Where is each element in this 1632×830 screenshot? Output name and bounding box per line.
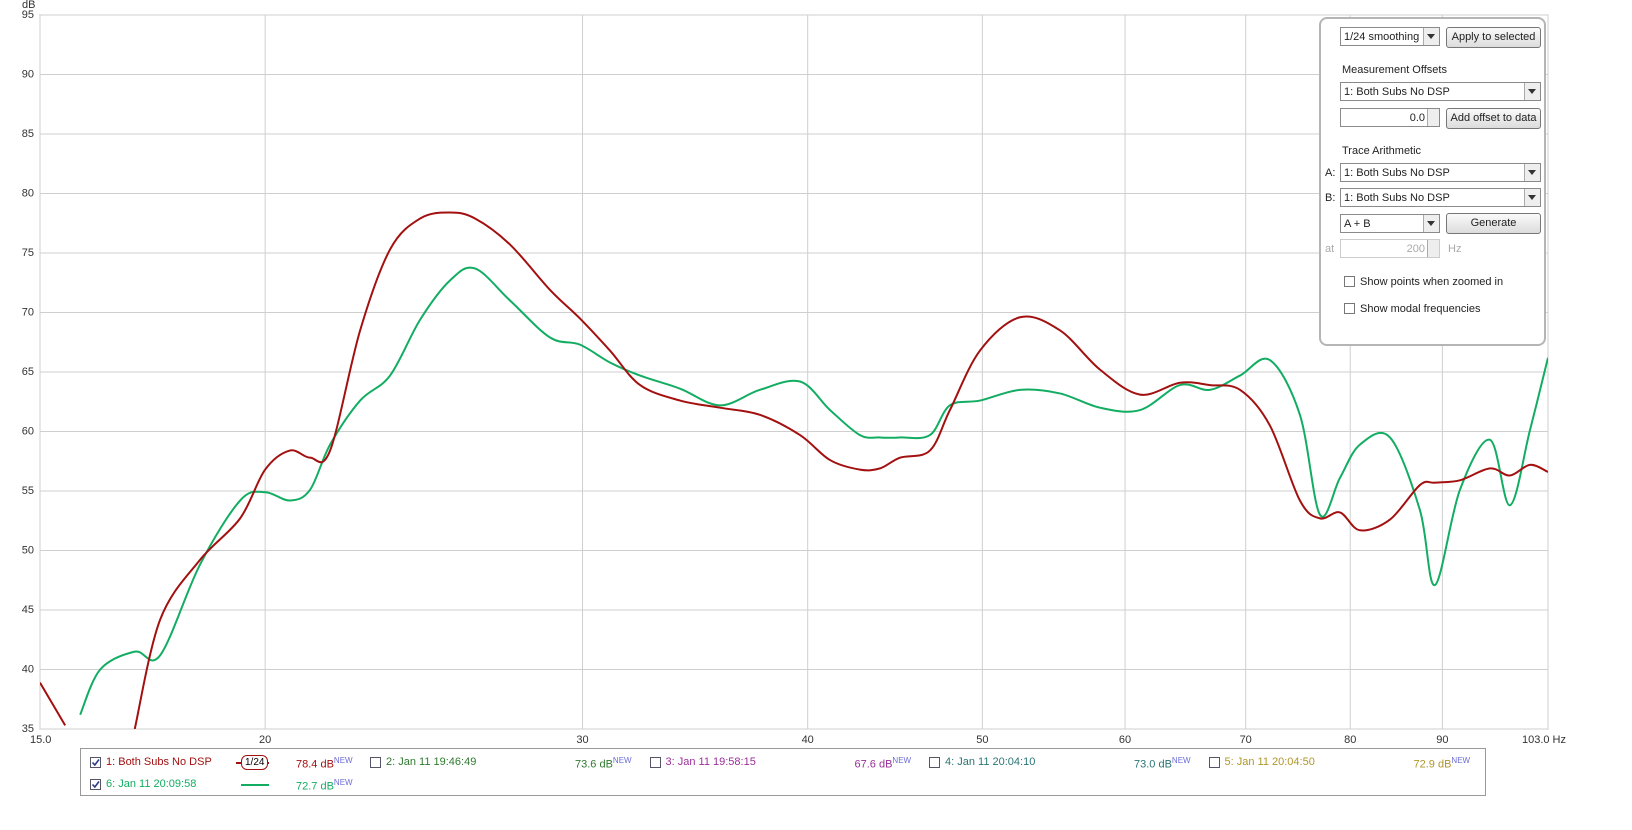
offsets-heading: Measurement Offsets — [1342, 64, 1447, 76]
offset-measurement-dropdown[interactable]: 1: Both Subs No DSP — [1340, 82, 1541, 101]
x-tick-label: 30 — [576, 734, 588, 746]
new-badge: NEW — [612, 756, 632, 765]
check-mark — [91, 759, 100, 767]
legend-level: 72.9 dBNEW — [1414, 756, 1471, 771]
check-mark — [91, 781, 100, 789]
legend-checkbox[interactable] — [649, 757, 661, 768]
new-badge: NEW — [1171, 756, 1191, 765]
y-tick-label: 80 — [22, 187, 34, 199]
y-tick-label: 65 — [22, 366, 34, 378]
legend-level: 73.6 dBNEW — [575, 756, 632, 771]
b-label: B: — [1325, 192, 1336, 204]
b-dropdown[interactable]: 1: Both Subs No DSP — [1340, 188, 1541, 207]
offset-value: 0.0 — [1409, 112, 1425, 124]
level-text: 67.6 dB — [854, 758, 893, 771]
x-tick-label: 20 — [259, 734, 271, 746]
show-points-checkbox[interactable] — [1344, 276, 1355, 287]
y-tick-label: 45 — [22, 604, 34, 616]
smoothing-dropdown[interactable]: 1/24 smoothing — [1340, 27, 1440, 46]
y-tick-label: 85 — [22, 128, 34, 140]
hz-label: Hz — [1448, 243, 1462, 255]
legend-checkbox[interactable] — [929, 757, 940, 768]
y-tick-label: 35 — [22, 723, 34, 735]
smoothing-text: 1/24 smoothing — [1344, 31, 1420, 43]
y-tick-label: 40 — [22, 663, 34, 675]
a-label: A: — [1325, 167, 1336, 179]
legend-checkbox[interactable] — [90, 757, 101, 768]
legend-name[interactable]: 2: Jan 11 19:46:49 — [386, 756, 477, 768]
at-label: at — [1325, 243, 1335, 255]
x-tick-label: 60 — [1119, 734, 1131, 746]
apply-button[interactable]: Apply to selected — [1446, 27, 1541, 48]
level-text: 72.7 dB — [296, 780, 334, 793]
operation: A + B — [1344, 218, 1371, 230]
legend-level: 67.6 dBNEW — [855, 756, 912, 771]
y-tick-label: 75 — [22, 247, 34, 259]
a-measurement: 1: Both Subs No DSP — [1344, 167, 1450, 179]
legend-name[interactable]: 4: Jan 11 20:04:10 — [945, 756, 1036, 768]
series-line — [79, 266, 1548, 716]
offset-measurement-text: 1: Both Subs No DSP — [1344, 86, 1450, 98]
b-measurement: 1: Both Subs No DSP — [1344, 192, 1450, 204]
new-badge: NEW — [1451, 756, 1471, 765]
new-badge: NEW — [333, 756, 353, 765]
y-tick-label: 55 — [22, 485, 34, 497]
legend-name[interactable]: 6: Jan 11 20:09:58 — [106, 778, 197, 790]
x-tick-label: 40 — [802, 734, 814, 746]
y-tick-label: 90 — [22, 68, 34, 80]
x-tick-label: 80 — [1344, 734, 1356, 746]
legend-checkbox[interactable] — [1208, 757, 1220, 768]
at-value: 200 — [1406, 243, 1425, 255]
show-points-label: Show points when zoomed in — [1360, 276, 1504, 288]
smoothing-icon: 1/24 — [241, 755, 269, 770]
at-spinner: 200 — [1340, 239, 1440, 258]
legend-checkbox[interactable] — [90, 779, 101, 790]
x-tick-label: 103.0 Hz — [1522, 734, 1566, 746]
legend-name[interactable]: 3: Jan 11 19:58:15 — [665, 756, 756, 768]
y-tick-label: 60 — [22, 425, 34, 437]
x-tick-label: 15.0 — [30, 734, 51, 746]
legend-checkbox[interactable] — [370, 757, 381, 768]
legend: 1: Both Subs No DSP 1/24 78.4 dBNEW 6: Jan … — [80, 748, 1486, 796]
legend-name[interactable]: 1: Both Subs No DSP — [106, 756, 212, 768]
arithmetic-heading: Trace Arithmetic — [1342, 145, 1422, 157]
show-modal-label: Show modal frequencies — [1360, 303, 1481, 315]
level-text: 78.4 dB — [296, 758, 334, 771]
level-text: 73.0 dB — [1134, 758, 1172, 771]
y-tick-label: 70 — [22, 306, 34, 318]
legend-swatch — [241, 784, 269, 786]
level-text: 73.6 dB — [575, 758, 613, 771]
new-badge: NEW — [892, 756, 912, 765]
show-modal-checkbox[interactable] — [1344, 303, 1355, 314]
x-tick-label: 70 — [1240, 734, 1252, 746]
operation-dropdown[interactable]: A + B — [1340, 214, 1440, 233]
level-text: 72.9 dB — [1413, 758, 1452, 771]
y-tick-label: 95 — [22, 9, 34, 21]
generate-button[interactable]: Generate — [1446, 213, 1541, 234]
legend-level: 78.4 dBNEW — [296, 756, 353, 771]
legend-level: 73.0 dBNEW — [1134, 756, 1191, 771]
y-tick-label: 50 — [22, 544, 34, 556]
legend-level: 72.7 dBNEW — [296, 778, 353, 793]
y-axis-label: dB — [22, 0, 35, 11]
x-tick-label: 50 — [976, 734, 988, 746]
a-dropdown[interactable]: 1: Both Subs No DSP — [1340, 163, 1541, 182]
legend-name[interactable]: 5: Jan 11 20:04:50 — [1224, 756, 1315, 768]
x-tick-label: 90 — [1436, 734, 1448, 746]
new-badge: NEW — [333, 778, 353, 787]
add-offset-button[interactable]: Add offset to data — [1446, 108, 1541, 129]
series-line — [40, 211, 1548, 729]
offset-value-spinner[interactable]: 0.0 — [1340, 108, 1440, 127]
